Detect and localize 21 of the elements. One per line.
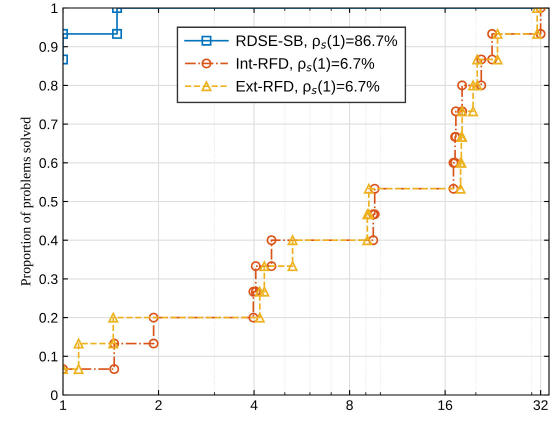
y-axis-title: Proportion of problems solved [20, 116, 34, 286]
y-tick-label: 0.5 [39, 196, 58, 207]
x-tick-label: 8 [346, 400, 353, 410]
legend-label: Int-RFD, ρ$_{s}$(1)=6.7% [236, 58, 374, 72]
x-tick-label: 32 [533, 400, 548, 410]
legend-label: RDSE-SB, ρ$_{s}$(1)=86.7% [236, 34, 398, 50]
y-tick-label: 0.1 [39, 352, 58, 362]
y-tick-label: 0.3 [39, 274, 58, 284]
y-tick-label: 0.7 [39, 119, 58, 130]
y-tick-label: 0.8 [39, 80, 58, 91]
x-tick-label: 16 [438, 400, 452, 410]
y-tick-label: 0.6 [39, 158, 58, 168]
y-tick-label: 0.9 [39, 42, 58, 52]
y-tick-label: 0.2 [39, 312, 58, 323]
y-tick-label: 0 [50, 390, 58, 400]
x-tick-label: 1 [60, 400, 66, 410]
y-tick-label: 1 [51, 3, 58, 14]
x-tick-label: 4 [250, 400, 258, 410]
legend-label: Ext-RFD, ρ$_{s}$(1)=6.7% [236, 80, 380, 95]
y-tick-label: 0.4 [39, 236, 58, 246]
x-tick-label: 2 [155, 400, 162, 410]
